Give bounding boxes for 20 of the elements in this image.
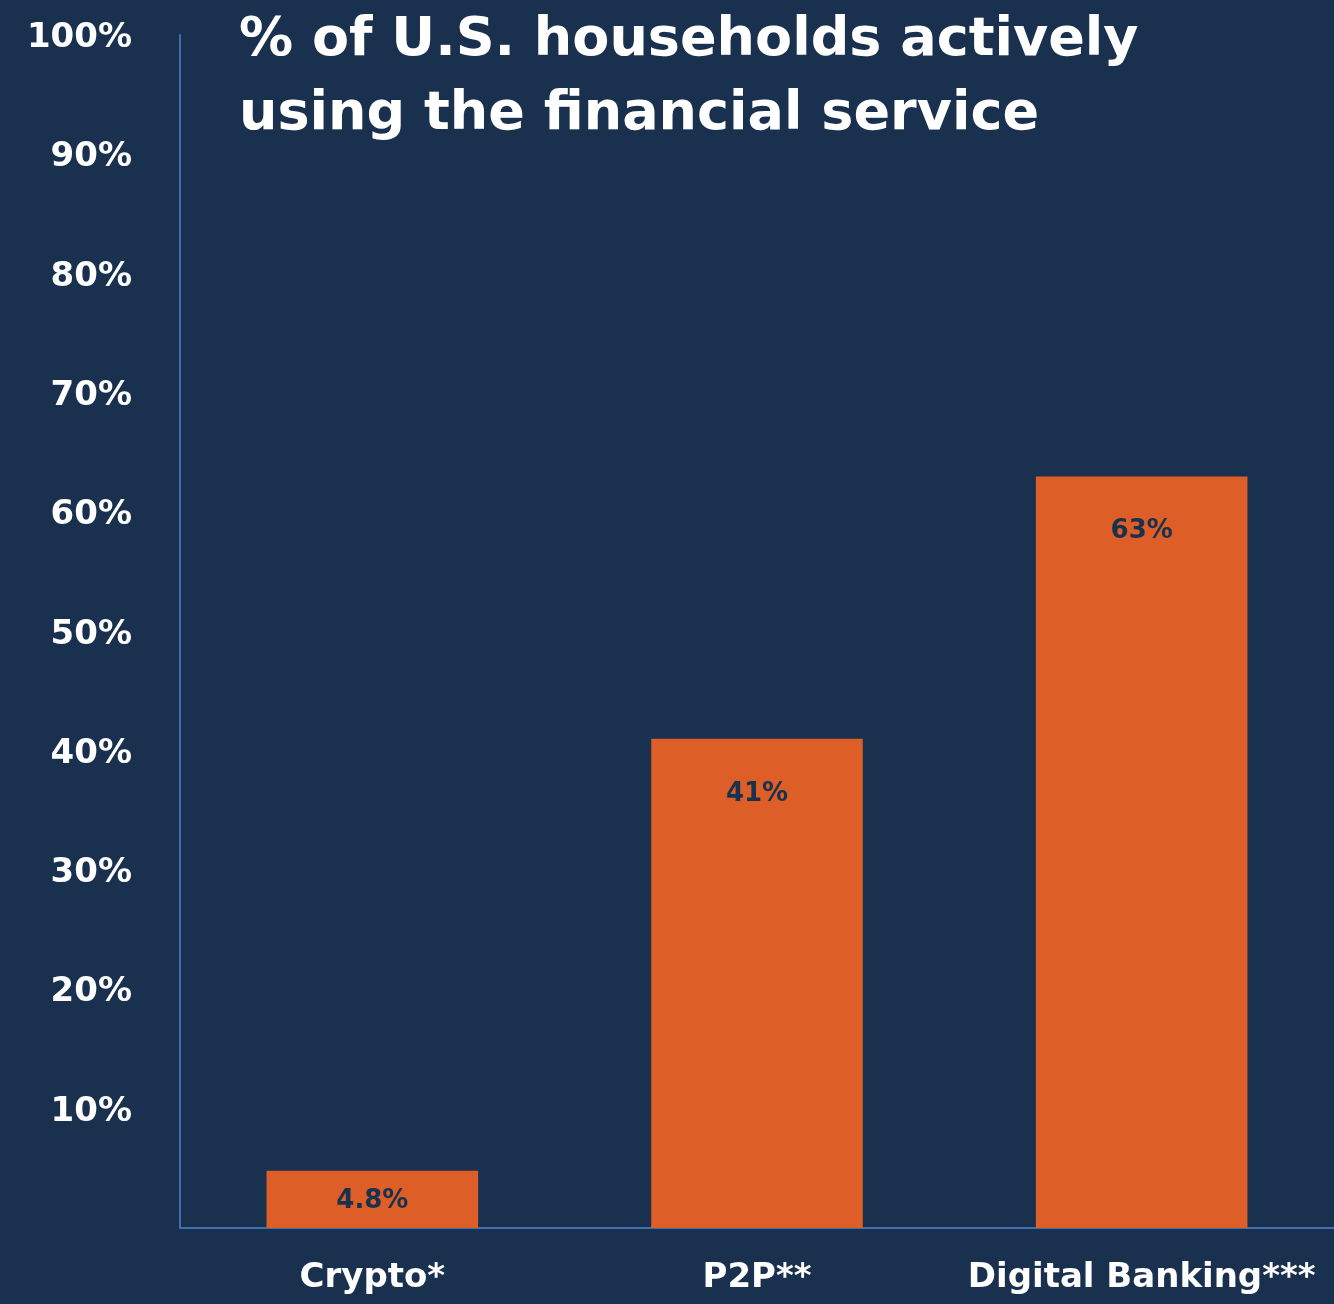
data-label: 63% [1110,514,1173,545]
y-tick-label: 20% [50,969,132,1010]
bar [1035,476,1248,1228]
chart-title: % of U.S. households actively using the financial service [239,4,1139,142]
y-tick-label: 70% [50,372,132,413]
y-tick-label: 50% [50,611,132,652]
y-tick-label: 40% [50,730,132,771]
x-tick-label: Digital Banking*** [967,1255,1316,1295]
data-label: 4.8% [336,1184,409,1215]
y-tick-label: 100% [26,15,132,55]
y-tick-label: 10% [50,1088,132,1129]
x-tick-label: Crypto* [299,1255,446,1295]
bar [651,738,863,1228]
y-tick-label: 80% [50,253,132,294]
y-tick-label: 30% [50,850,132,891]
x-tick-label: P2P** [702,1255,812,1295]
bar [266,1170,479,1228]
y-tick-label: 90% [50,134,132,175]
data-label: 41% [725,776,789,807]
y-tick-label: 60% [50,492,132,533]
